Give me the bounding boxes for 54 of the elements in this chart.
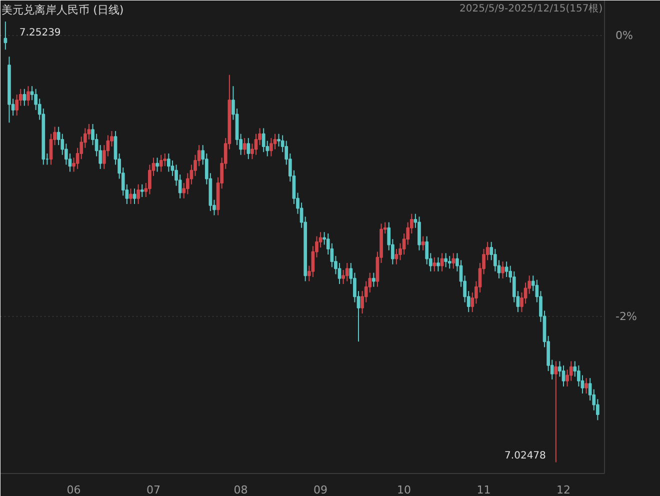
candlestick	[554, 360, 558, 463]
candlestick	[318, 232, 322, 248]
candlestick	[68, 152, 72, 172]
x-tick-label: 12	[556, 484, 570, 496]
candlestick	[167, 152, 170, 172]
x-tick-label: 06	[66, 484, 81, 496]
candlestick	[254, 133, 258, 156]
candlestick	[562, 364, 566, 387]
candlestick	[432, 256, 436, 272]
x-tick-label: 08	[234, 484, 248, 496]
chart-subtitle: 2025/5/9-2025/12/15(157根)	[460, 2, 603, 14]
candlestick	[436, 256, 440, 272]
candlestick	[170, 160, 174, 176]
chart-title: 美元兑离岸人民币 (日线)	[2, 4, 124, 16]
candlestick	[140, 184, 144, 198]
candlestick	[394, 248, 398, 265]
candlestick	[49, 133, 53, 166]
candlestick	[4, 21, 8, 50]
candlestick	[440, 252, 444, 272]
candlestick	[22, 88, 26, 106]
candlestick	[501, 261, 504, 279]
x-tick-label: 07	[146, 484, 160, 496]
candlestick	[132, 188, 136, 205]
candlestick	[270, 138, 273, 157]
candlestick	[159, 154, 163, 172]
candlestick	[418, 216, 421, 251]
annotation: 7.02478	[504, 450, 546, 462]
candlestick	[190, 164, 194, 185]
y-tick-label: 0%	[616, 29, 633, 42]
candlestick	[372, 272, 376, 288]
candlestick	[338, 262, 342, 285]
candlestick	[129, 188, 132, 205]
candlestick	[156, 157, 159, 172]
annotation: 7.25239	[19, 28, 61, 39]
candlestick	[242, 138, 246, 156]
x-tick-label: 11	[476, 484, 491, 496]
candlestick	[87, 124, 91, 140]
candlestick	[30, 86, 34, 101]
x-tick-label: 10	[397, 484, 412, 496]
candlestick	[444, 252, 448, 268]
candlestick	[26, 86, 30, 106]
candlestick	[504, 261, 508, 278]
candlestick	[448, 255, 452, 270]
x-tick-label: 09	[314, 484, 328, 496]
candlestick	[584, 378, 588, 394]
candlestick	[262, 128, 266, 153]
candlestick	[524, 282, 528, 304]
candlestick	[246, 138, 250, 160]
candlestick	[136, 184, 140, 205]
candlestick	[345, 262, 349, 282]
candlestick	[273, 133, 277, 150]
y-tick-label: -2%	[616, 310, 637, 323]
candlestick	[452, 252, 456, 270]
candlestick	[580, 374, 584, 394]
